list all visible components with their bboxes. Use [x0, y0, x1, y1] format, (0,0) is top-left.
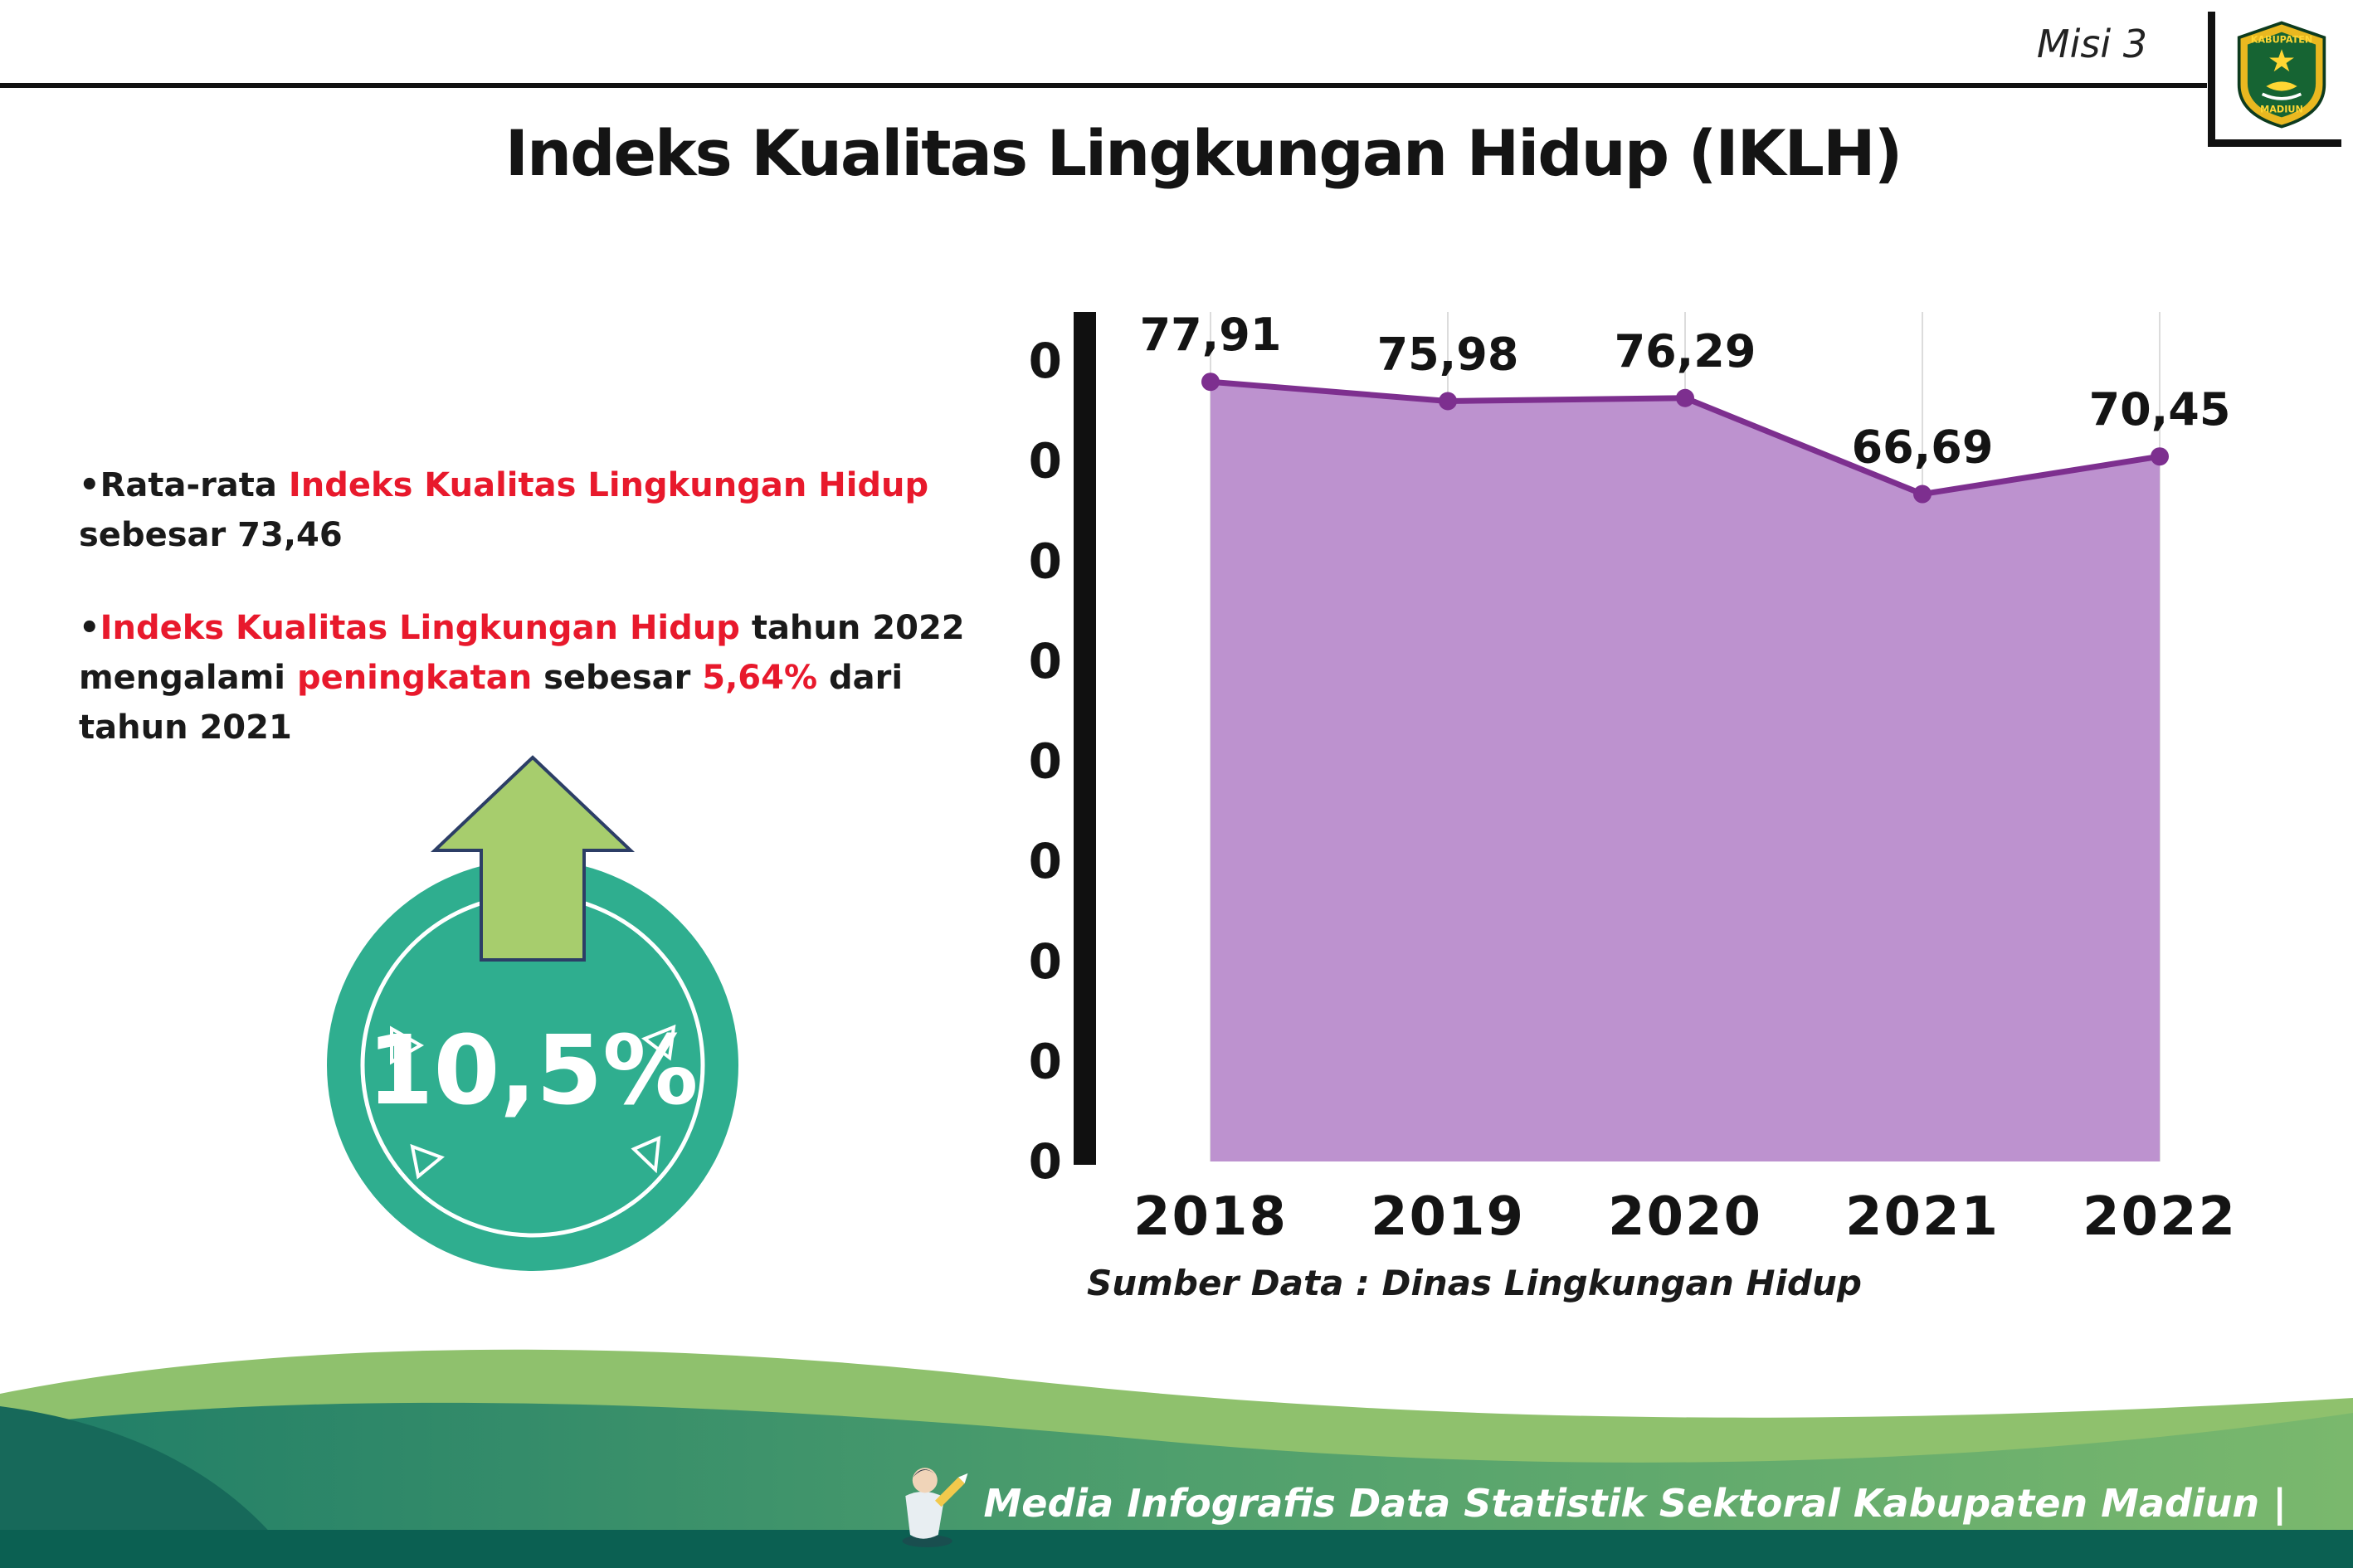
y-tick-label: 50 [1029, 633, 1062, 689]
value-label: 70,45 [2089, 383, 2231, 436]
value-label: 75,98 [1377, 328, 1519, 380]
y-tick-label: 0 [1029, 1133, 1062, 1190]
bullet-increase-highlight-2: peningkatan [296, 659, 533, 697]
y-tick-label: 60 [1029, 533, 1062, 589]
summary-bullets: •Rata-rata Indeks Kualitas Lingkungan Hi… [79, 460, 983, 796]
increase-badge: 10,5% [325, 751, 740, 1282]
footer-credit-row: Media Infografis Data Statistik Sektoral… [889, 1458, 2287, 1548]
mascot-icon [903, 1468, 968, 1548]
y-tick-label: 80 [1029, 333, 1062, 389]
increase-badge-graphic: 10,5% [327, 755, 738, 1271]
mascot-pencil-tip [958, 1473, 968, 1484]
badge-triangle-bottom-left [410, 1143, 445, 1180]
badge-triangle-bottom-right [631, 1135, 661, 1174]
bullet-increase-text-2: sebesar [532, 659, 703, 697]
bullet-increase: •Indeks Kualitas Lingkungan Hidup tahun … [79, 603, 983, 752]
x-category-label: 2022 [2083, 1186, 2237, 1248]
mascot-head [913, 1468, 938, 1493]
x-category-label: 2018 [1133, 1186, 1288, 1248]
wave-layer-main [0, 1402, 2353, 1568]
mascot-pencil [935, 1477, 966, 1507]
area-fill [1211, 382, 2160, 1161]
data-point [1913, 485, 1932, 504]
crest-text-bottom: MADIUN [2260, 105, 2303, 115]
bullet-increase-highlight-3: 5,64% [702, 659, 818, 697]
y-tick-label: 30 [1029, 833, 1062, 889]
data-point [2151, 447, 2169, 466]
y-tick-label: 70 [1029, 433, 1062, 489]
y-tick-label: 20 [1029, 933, 1062, 990]
crest-emblem [2266, 81, 2297, 91]
value-label: 77,91 [1140, 309, 1282, 361]
crest-text-top: KABUPATEN [2251, 35, 2313, 46]
mascot-body [905, 1491, 945, 1539]
crest-icon: KABUPATEN MADIUN [2237, 21, 2326, 129]
data-source: Sumber Data : Dinas Lingkungan Hidup [1087, 1263, 1862, 1303]
bullet-average-highlight: Indeks Kualitas Lingkungan Hidup [288, 466, 929, 504]
data-point [1201, 373, 1220, 392]
bullet-increase-text-3: dari tahun 2021 [79, 659, 904, 747]
header-divider [0, 83, 2207, 88]
bullet-increase-text-1: tahun 2022 mengalami [79, 609, 965, 697]
iklh-chart-svg: 77,91 75,98 76,29 66,69 70,45 0 10 20 30 40 50 60 70… [995, 309, 2237, 1248]
x-category-label: 2021 [1845, 1186, 2000, 1248]
crest-ribbon [2261, 92, 2302, 100]
y-axis-bar [1074, 312, 1096, 1165]
footer-wave-decoration [0, 1349, 2353, 1568]
bullet-increase-dot: • [79, 609, 100, 647]
x-category-label: 2019 [1371, 1186, 1525, 1248]
mascot-shadow [903, 1535, 953, 1548]
y-tick-label: 10 [1029, 1033, 1062, 1089]
badge-triangle-right [641, 1024, 676, 1061]
bullet-average-text-1: •Rata-rata [79, 466, 289, 504]
misi-label: Misi 3 [2036, 22, 2147, 66]
data-point [1676, 388, 1694, 407]
data-point [1439, 392, 1457, 411]
kabupaten-madiun-logo: KABUPATEN MADIUN [2208, 12, 2341, 147]
badge-value: 10,5% [368, 1015, 699, 1127]
footer-credit: Media Infografis Data Statistik Sektoral… [983, 1481, 2287, 1526]
y-tick-label: 40 [1029, 733, 1062, 790]
up-arrow-icon [430, 755, 636, 962]
value-label: 76,29 [1615, 325, 1756, 377]
bullet-increase-highlight-1: Indeks Kualitas Lingkungan Hidup [100, 609, 740, 647]
crest-star [2269, 49, 2294, 72]
x-category-label: 2020 [1608, 1186, 1762, 1248]
iklh-area-chart: 77,91 75,98 76,29 66,69 70,45 0 10 20 30 40 50 60 70… [995, 282, 2323, 1261]
bullet-average: •Rata-rata Indeks Kualitas Lingkungan Hi… [79, 460, 983, 560]
value-label: 66,69 [1852, 421, 1994, 474]
bullet-average-text-2: sebesar 73,46 [79, 516, 343, 554]
footer-bottom-strip [0, 1530, 2353, 1568]
badge-triangle-left [390, 1025, 425, 1065]
page-title: Indeks Kualitas Lingkungan Hidup (IKLH) [504, 116, 1903, 190]
mascot-hair [913, 1469, 938, 1478]
wave-layer-dark-left [0, 1406, 299, 1568]
